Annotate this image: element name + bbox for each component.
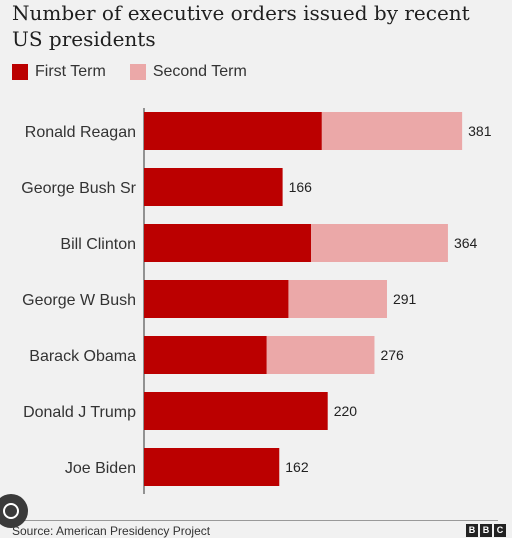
category-label: Ronald Reagan xyxy=(25,124,136,141)
category-label: Donald J Trump xyxy=(23,404,136,421)
total-value-label: 166 xyxy=(289,179,313,195)
bar-first-term xyxy=(144,224,311,262)
bar-second-term xyxy=(311,224,448,262)
footer-divider xyxy=(12,520,498,521)
lens-icon-ring xyxy=(3,503,19,519)
bar-first-term xyxy=(144,392,328,430)
total-value-label: 162 xyxy=(285,459,309,475)
bar-first-term xyxy=(144,336,267,374)
legend-swatch-second-term xyxy=(129,64,146,80)
bar-first-term xyxy=(144,168,283,206)
lens-search-icon[interactable] xyxy=(0,494,28,528)
category-label: George Bush Sr xyxy=(21,180,136,197)
source-note: Source: American Presidency Project xyxy=(12,524,211,538)
chart-title: Number of executive orders issued by rec… xyxy=(12,1,470,51)
legend-item-second-term: Second Term xyxy=(129,63,247,81)
bar-first-term xyxy=(144,280,289,318)
total-value-label: 220 xyxy=(334,403,358,419)
total-value-label: 291 xyxy=(393,291,417,307)
bar-first-term xyxy=(144,448,280,486)
total-value-label: 276 xyxy=(380,347,404,363)
total-value-label: 381 xyxy=(468,123,492,139)
total-value-label: 364 xyxy=(454,235,478,251)
legend-label-second-term: Second Term xyxy=(152,63,247,80)
category-label: Bill Clinton xyxy=(60,236,136,253)
legend-label-first-term: First Term xyxy=(35,63,106,80)
bbc-logo: B B C xyxy=(466,524,506,537)
bar-first-term xyxy=(144,112,322,150)
bar-second-term xyxy=(266,336,375,374)
legend-swatch-first-term xyxy=(12,64,28,80)
category-label: George W Bush xyxy=(22,292,136,309)
bbc-logo-letter: C xyxy=(494,524,506,537)
bbc-logo-letter: B xyxy=(466,524,478,537)
category-label: Barack Obama xyxy=(29,348,136,365)
legend-item-first-term: First Term xyxy=(12,63,106,81)
legend: First Term Second Term xyxy=(12,62,271,82)
bar-second-term xyxy=(288,280,387,318)
bbc-logo-letter: B xyxy=(480,524,492,537)
bar-second-term xyxy=(321,112,463,150)
category-label: Joe Biden xyxy=(65,460,136,477)
